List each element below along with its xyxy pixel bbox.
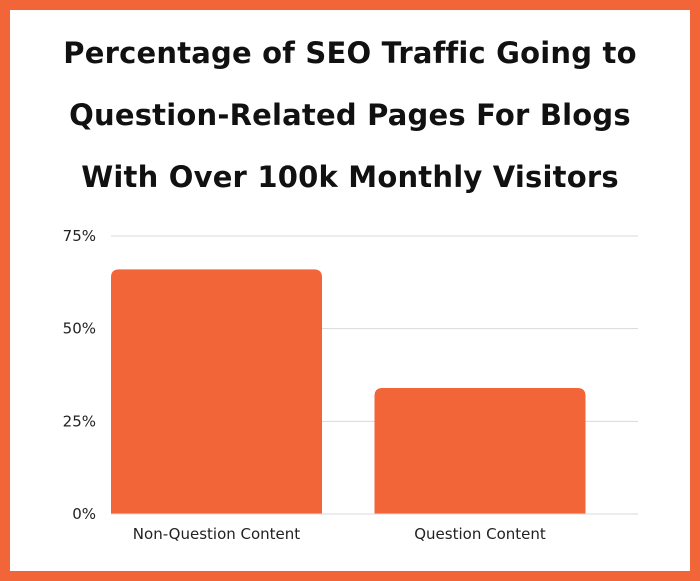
y-tick-label: 0% (72, 505, 96, 523)
y-tick-label: 50% (63, 320, 96, 338)
bar-2 (374, 387, 586, 514)
bars (111, 269, 586, 514)
chart-title-line-1: Percentage of SEO Traffic Going to (63, 36, 637, 70)
y-axis-ticks: 0% 25% 50% 75% (63, 227, 96, 523)
y-tick-label: 75% (63, 227, 96, 245)
x-category-label: Question Content (414, 525, 546, 543)
chart-title: Percentage of SEO Traffic Going to Quest… (10, 22, 690, 208)
bar-1 (111, 269, 322, 514)
chart-title-line-2: Question-Related Pages For Blogs (69, 98, 631, 132)
x-axis-categories: Non-Question Content Question Content (133, 525, 546, 543)
chart-title-line-3: With Over 100k Monthly Visitors (81, 160, 619, 194)
x-category-label: Non-Question Content (133, 525, 300, 543)
y-tick-label: 25% (63, 412, 96, 430)
